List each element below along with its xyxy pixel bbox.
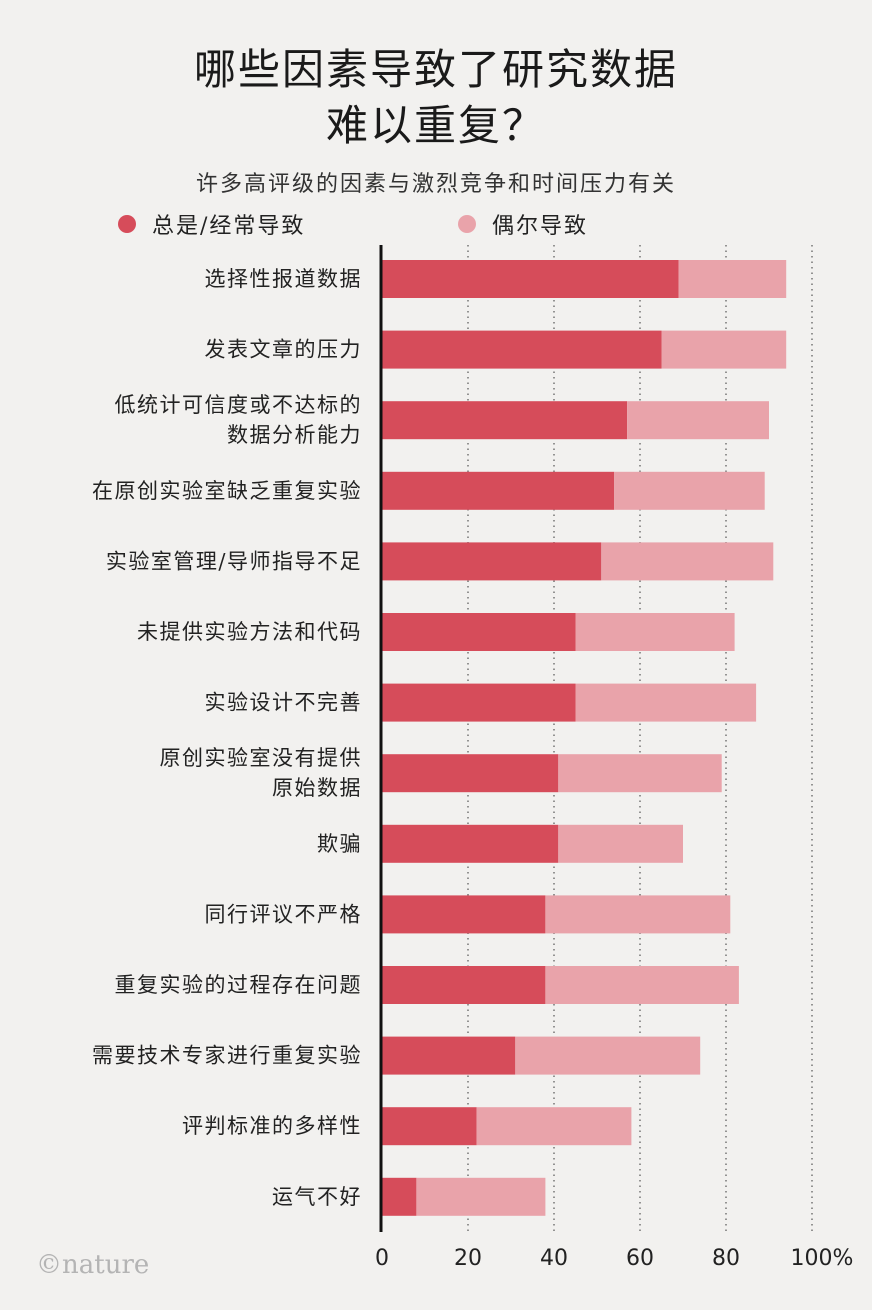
category-label-line-4-0: 实验室管理/导师指导不足 <box>106 549 362 573</box>
category-label-line-1-0: 发表文章的压力 <box>205 338 363 362</box>
category-label-line-2-0: 低统计可信度或不达标的 <box>115 393 363 417</box>
bar-always-10 <box>382 966 546 1004</box>
category-label-line-3-0: 在原创实验室缺乏重复实验 <box>92 479 362 503</box>
bar-always-5 <box>382 613 576 651</box>
bar-always-1 <box>382 330 662 369</box>
category-label-3: 在原创实验室缺乏重复实验 <box>92 479 362 503</box>
category-label-line-11-0: 需要技术专家进行重复实验 <box>92 1044 362 1068</box>
bar-sometimes-7 <box>558 754 722 793</box>
category-label-4: 实验室管理/导师指导不足 <box>106 549 362 573</box>
category-label-line-12-0: 评判标准的多样性 <box>182 1114 362 1138</box>
category-label-13: 运气不好 <box>272 1185 362 1209</box>
category-label-9: 同行评议不严格 <box>205 902 363 926</box>
bar-always-0 <box>382 260 679 298</box>
category-label-line-7-1: 原始数据 <box>272 776 362 800</box>
legend-label-always: 总是/经常导致 <box>152 214 306 239</box>
bar-sometimes-6 <box>575 683 757 722</box>
category-label-line-6-0: 实验设计不完善 <box>205 691 363 715</box>
legend-swatch-always <box>118 215 136 233</box>
bar-always-6 <box>382 683 576 722</box>
bar-always-9 <box>382 895 546 934</box>
category-label-line-9-0: 同行评议不严格 <box>205 902 363 926</box>
bar-always-3 <box>382 471 615 510</box>
category-label-12: 评判标准的多样性 <box>182 1114 362 1138</box>
bar-sometimes-5 <box>575 613 735 651</box>
category-label-0: 选择性报道数据 <box>205 267 363 291</box>
bar-sometimes-8 <box>558 824 683 863</box>
chart-subtitle: 许多高评级的因素与激烈竞争和时间压力有关 <box>195 172 676 197</box>
x-tick-label-3: 60 <box>626 1246 654 1271</box>
bar-always-2 <box>382 401 628 440</box>
category-label-6: 实验设计不完善 <box>205 691 363 715</box>
bar-sometimes-13 <box>416 1177 546 1216</box>
x-tick-label-0: 0 <box>375 1246 389 1271</box>
legend-label-sometimes: 偶尔导致 <box>492 214 589 239</box>
x-tick-label-5: 100% <box>791 1246 854 1271</box>
category-label-line-2-1: 数据分析能力 <box>227 423 362 447</box>
category-label-2: 低统计可信度或不达标的数据分析能力 <box>115 393 363 447</box>
bar-sometimes-2 <box>627 401 769 440</box>
bar-always-12 <box>382 1107 477 1146</box>
bar-sometimes-1 <box>661 330 787 369</box>
category-label-11: 需要技术专家进行重复实验 <box>92 1044 362 1068</box>
x-tick-label-4: 80 <box>712 1246 740 1271</box>
category-label-line-8-0: 欺骗 <box>317 832 362 856</box>
category-label-line-7-0: 原创实验室没有提供 <box>160 746 363 770</box>
x-tick-label-2: 40 <box>540 1246 568 1271</box>
category-label-line-0-0: 选择性报道数据 <box>205 267 363 291</box>
bar-always-4 <box>382 542 602 581</box>
category-label-10: 重复实验的过程存在问题 <box>115 973 363 997</box>
category-label-7: 原创实验室没有提供原始数据 <box>160 746 363 800</box>
bar-always-11 <box>382 1036 516 1075</box>
category-label-line-10-0: 重复实验的过程存在问题 <box>115 973 363 997</box>
category-label-1: 发表文章的压力 <box>205 338 363 362</box>
legend-item-sometimes: 偶尔导致 <box>458 206 588 242</box>
legend-swatch-sometimes <box>458 215 476 233</box>
category-label-line-13-0: 运气不好 <box>272 1185 362 1209</box>
bar-sometimes-10 <box>545 966 739 1004</box>
category-label-line-5-0: 未提供实验方法和代码 <box>137 620 362 644</box>
bar-sometimes-12 <box>476 1107 632 1146</box>
bar-always-7 <box>382 754 559 793</box>
category-label-8: 欺骗 <box>317 832 362 856</box>
category-label-5: 未提供实验方法和代码 <box>137 620 362 644</box>
legend-item-always: 总是/经常导致 <box>118 206 305 242</box>
bar-always-8 <box>382 824 559 863</box>
bar-sometimes-0 <box>678 260 787 298</box>
nature-logo: ©nature <box>36 1250 150 1280</box>
bar-sometimes-4 <box>601 542 774 581</box>
chart-title-line1: 哪些因素导致了研究数据 <box>193 45 678 94</box>
bar-sometimes-11 <box>515 1036 701 1075</box>
bar-sometimes-9 <box>545 895 731 934</box>
bar-always-13 <box>382 1177 417 1216</box>
x-tick-label-1: 20 <box>454 1246 482 1271</box>
chart-title-line2: 难以重复？ <box>325 101 546 150</box>
bar-sometimes-3 <box>614 471 765 510</box>
